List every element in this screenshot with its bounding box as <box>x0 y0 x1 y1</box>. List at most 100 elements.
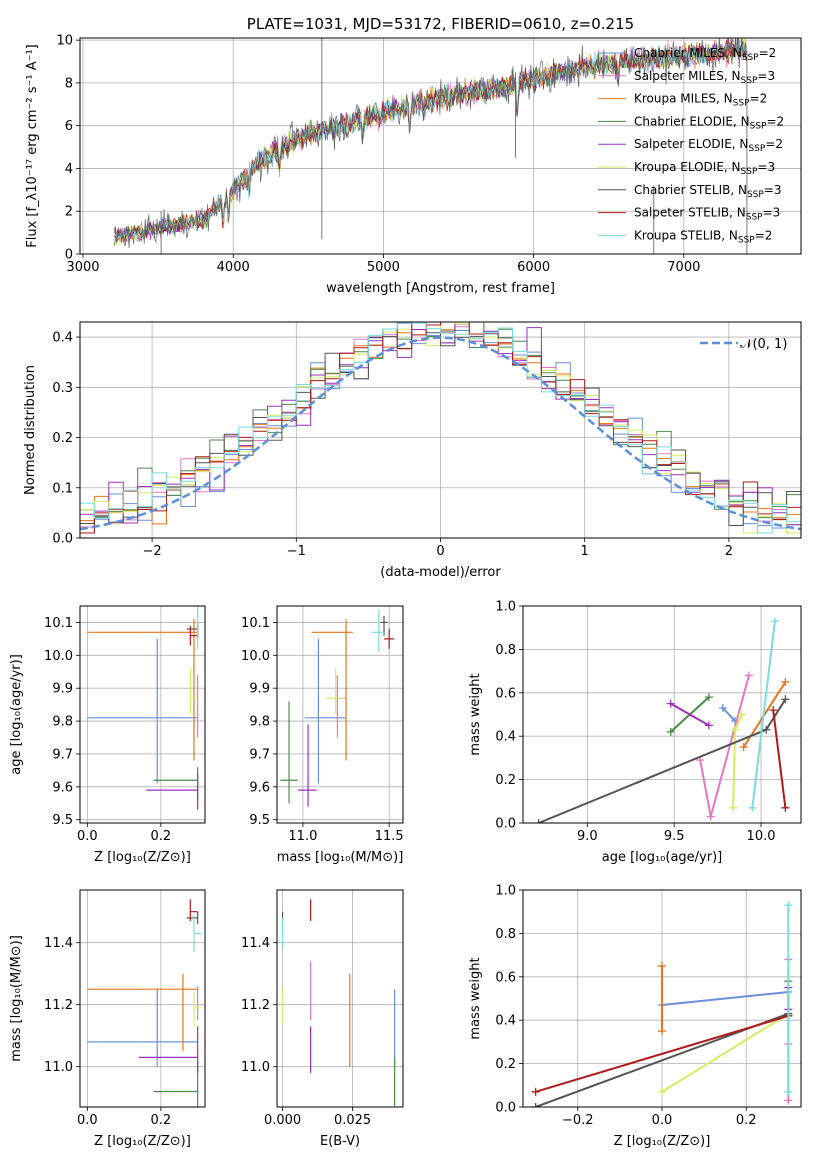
legend-subscript: SSP <box>742 53 759 63</box>
gridlines <box>80 890 205 1107</box>
weight-marker <box>744 671 753 680</box>
y-tick-label: 10.1 <box>44 616 73 631</box>
y-tick-label: 2 <box>65 205 73 220</box>
legend-subscript: SSP <box>746 213 763 223</box>
histogram-salpeter-stelib <box>80 322 801 534</box>
y-tick-label: 0.8 <box>495 927 516 942</box>
plot-area <box>282 899 396 1107</box>
y-axis-label: mass weight <box>468 673 483 755</box>
weight-marker <box>770 617 779 626</box>
errorbar-chabrier-stelib <box>186 911 199 925</box>
x-axis-label: Z [log₁₀(Z/Z⊙)] <box>94 1134 191 1149</box>
panel-mass_vs_Z: 0.0 0.2 11.0 11.2 11.4 Z [log₁₀(Z/Z⊙)] mass [l… <box>9 889 206 1149</box>
weight-marker <box>737 710 746 719</box>
legend-value: =2 <box>759 46 777 60</box>
y-tick-label: 8 <box>65 76 73 91</box>
errorbar-chabrier-elodie <box>153 767 199 800</box>
axes-frame <box>522 605 802 824</box>
weight-line-chabrier-miles <box>661 991 789 1006</box>
weight-marker <box>730 725 739 734</box>
errorbar-chabrier-stelib <box>186 622 199 639</box>
gridlines <box>277 606 403 823</box>
legend-value: =2 <box>750 92 768 106</box>
x-tick-label: 6000 <box>517 260 550 275</box>
legend-subscript: SSP <box>733 99 750 109</box>
weight-marker <box>658 961 666 970</box>
legend-subscript: SSP <box>741 76 758 86</box>
y-tick-label: 0.8 <box>495 643 516 658</box>
x-tick-label: 0.000 <box>264 1113 301 1128</box>
y-tick-label: 11.0 <box>44 1060 73 1075</box>
x-tick-label: 10.0 <box>747 829 776 844</box>
weight-marker <box>666 727 675 736</box>
spectrum-line-chabrier-stelib <box>114 38 747 249</box>
y-tick-label: 9.9 <box>52 682 73 697</box>
x-tick-label: 0 <box>436 544 444 559</box>
y-tick-label: 0.4 <box>495 730 516 745</box>
y-tick-label: 0.2 <box>52 431 73 446</box>
x-tick-label: 0.0 <box>77 1113 98 1128</box>
errorbar-kroupa-miles <box>311 619 353 761</box>
y-tick-label: 0.6 <box>495 970 516 985</box>
legend-subscript: SSP <box>741 167 758 177</box>
y-tick-label: 0.2 <box>495 773 516 788</box>
legend-value: =2 <box>765 137 783 151</box>
y-tick-label: 10.0 <box>241 649 270 664</box>
weight-line-kroupa-stelib <box>751 621 776 808</box>
errorbar-salpeter-miles <box>328 675 347 738</box>
errorbar-salpeter-elodie <box>146 773 199 810</box>
legend-label: Salpeter ELODIE, NSSP=2 <box>634 137 783 154</box>
y-tick-label: 9.6 <box>52 780 73 795</box>
weight-marker <box>748 803 757 812</box>
normal-curve <box>80 336 801 531</box>
x-tick-label: 1 <box>581 544 589 559</box>
plot-area <box>531 901 793 1107</box>
panel-weight_vs_age: 9.0 9.5 10.0 0.0 0.2 0.4 0.6 0.8 1.0 age [log₁₀(a… <box>468 600 802 865</box>
x-tick-label: −2 <box>143 544 162 559</box>
gridlines <box>80 606 205 823</box>
legend-subscript: SSP <box>750 121 767 131</box>
y-tick-label: 1.0 <box>495 600 516 615</box>
y-tick-label: 0.6 <box>495 686 516 701</box>
legend-value: =2 <box>755 228 773 242</box>
x-tick-label: 9.5 <box>664 829 685 844</box>
x-tick-label: 0.2 <box>736 1113 757 1128</box>
errorbar-salpeter-stelib <box>189 899 198 921</box>
legend-label: Salpeter STELIB, NSSP=3 <box>634 206 780 223</box>
x-tick-label: 0.0 <box>77 829 98 844</box>
weight-marker <box>704 693 713 702</box>
weight-line-kroupa-elodie <box>661 1012 789 1093</box>
x-axis-label: Z [log₁₀(Z/Z⊙)] <box>614 1134 711 1149</box>
x-axis-label: age [log₁₀(age/yr)] <box>602 850 723 865</box>
legend-label: 𝒩(0, 1) <box>740 337 787 352</box>
x-tick-label: 7000 <box>667 260 700 275</box>
errorbar-chabrier-miles <box>304 638 347 784</box>
errorbar-chabrier-elodie <box>153 1060 199 1107</box>
errorbar-salpeter-elodie <box>138 1026 199 1073</box>
weight-marker <box>706 812 715 821</box>
errorbar-salpeter-elodie <box>297 724 317 807</box>
y-tick-label: 0.3 <box>52 381 73 396</box>
weight-line-salpeter-stelib <box>535 1014 789 1093</box>
x-tick-label: 0.2 <box>151 1113 172 1128</box>
x-tick-label: 11.0 <box>288 829 317 844</box>
panel-mass_vs_ebv: 0.000 0.025 11.0 11.2 11.4 E(B-V) <box>241 889 404 1149</box>
axes-frame <box>79 605 206 824</box>
legend-label: Kroupa STELIB, NSSP=2 <box>634 228 772 245</box>
plot-area <box>534 617 790 823</box>
errorbar-kroupa-miles <box>87 619 198 761</box>
ticks: −0.2 0.0 0.2 0.0 0.2 0.4 0.6 0.8 1.0 <box>495 884 756 1129</box>
panel-age_vs_mass: 11.0 11.5 9.5 9.6 9.7 9.8 9.9 10.0 10.1 mass [log… <box>241 605 404 865</box>
x-tick-label: 0.025 <box>334 1113 371 1128</box>
y-tick-label: 0.0 <box>52 532 73 547</box>
weight-marker <box>781 803 790 812</box>
weight-marker <box>658 1087 666 1096</box>
y-axis-label: age [log₁₀(age/yr)] <box>9 654 24 775</box>
ticks: 0.0 0.2 11.0 11.2 11.4 <box>44 936 171 1128</box>
x-axis-label: Z [log₁₀(Z/Z⊙)] <box>94 850 191 865</box>
weight-marker <box>762 725 771 734</box>
legend-label: Salpeter MILES, NSSP=3 <box>634 69 775 86</box>
y-tick-label: 0.4 <box>52 331 73 346</box>
legend-value: =3 <box>757 69 775 83</box>
